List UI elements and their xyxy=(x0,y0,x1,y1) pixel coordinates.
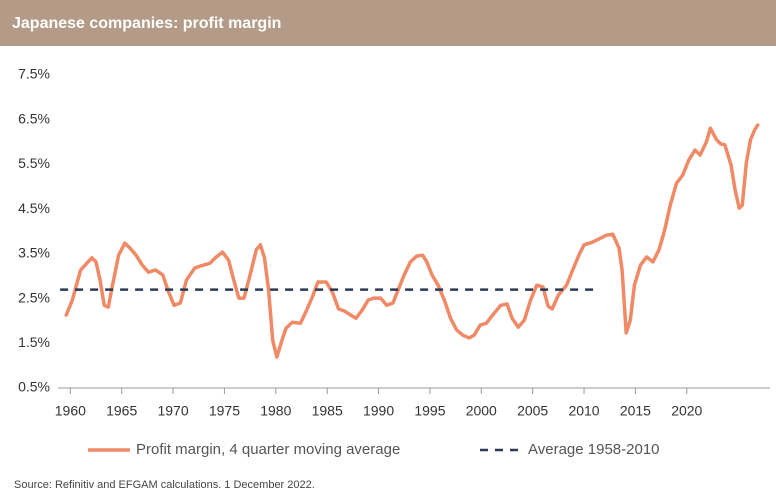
source-note: Source: Refinitiv and EFGAM calculations… xyxy=(14,479,315,491)
x-tick-label: 2005 xyxy=(517,403,548,419)
x-tick-label: 1965 xyxy=(106,403,137,419)
y-tick-label: 5.5% xyxy=(18,155,50,171)
y-tick-label: 3.5% xyxy=(18,245,50,261)
x-tick-label: 1960 xyxy=(55,403,86,419)
y-tick-label: 1.5% xyxy=(18,334,50,350)
x-tick-label: 1975 xyxy=(209,403,240,419)
y-tick-label: 4.5% xyxy=(18,200,50,216)
x-tick-label: 1980 xyxy=(260,403,291,419)
x-tick-label: 1995 xyxy=(414,403,445,419)
y-tick-label: 2.5% xyxy=(18,289,50,305)
x-tick-label: 2010 xyxy=(568,403,599,419)
header-band xyxy=(0,0,776,46)
legend-label: Profit margin, 4 quarter moving average xyxy=(136,441,400,458)
y-tick-label: 6.5% xyxy=(18,110,50,126)
x-tick-label: 2020 xyxy=(671,403,702,419)
x-tick-label: 2015 xyxy=(620,403,651,419)
legend-label: Average 1958-2010 xyxy=(528,441,660,458)
y-tick-label: 0.5% xyxy=(18,379,50,395)
chart-title: Japanese companies: profit margin xyxy=(12,15,281,32)
x-tick-label: 1985 xyxy=(312,403,343,419)
data-line xyxy=(64,123,760,359)
y-tick-label: 7.5% xyxy=(18,66,50,82)
x-tick-label: 1990 xyxy=(363,403,394,419)
x-tick-label: 1970 xyxy=(157,403,188,419)
x-tick-label: 2000 xyxy=(466,403,497,419)
